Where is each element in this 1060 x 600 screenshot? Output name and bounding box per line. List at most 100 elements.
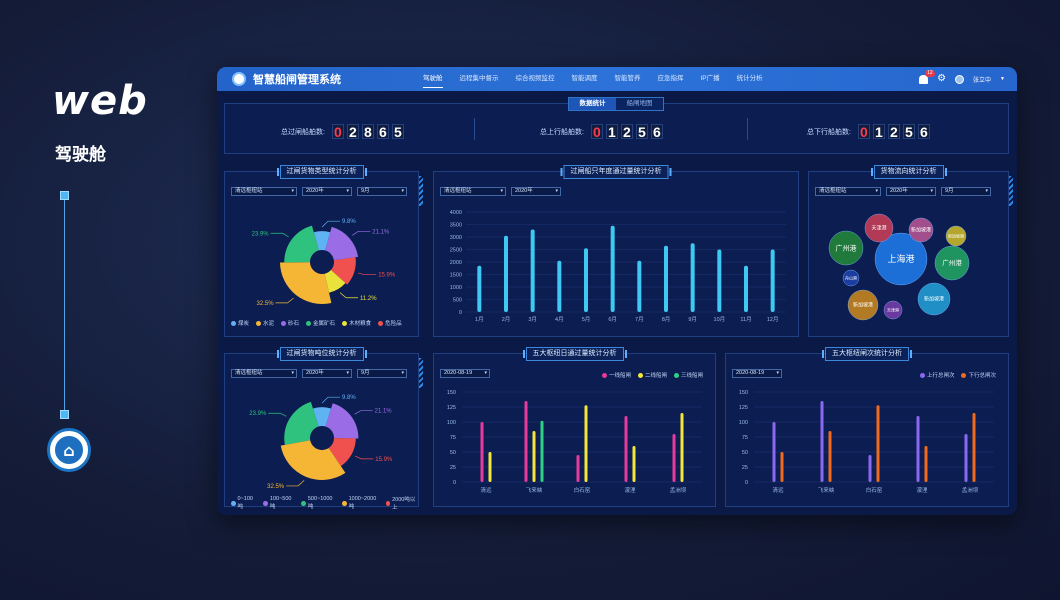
legend-item[interactable]: 上行总闸次 xyxy=(919,371,954,379)
chart-legend: 0~100吨 100~500吨 500~1000吨 1000~2000吨 2000吨以上 xyxy=(231,495,418,511)
chevron-down-icon[interactable]: ▼ xyxy=(1000,76,1005,82)
legend-label: 下行总闸次 xyxy=(968,373,996,379)
bar xyxy=(584,248,588,312)
flow-bubble[interactable] xyxy=(864,213,894,243)
legend-dot xyxy=(281,320,287,326)
tab-data-stats[interactable]: 数据统计 xyxy=(569,98,616,110)
legend-item[interactable]: 下行总闸次 xyxy=(961,371,996,379)
app-window: 智慧船闸管理系统 驾驶舱 远程集中督示 综合视频监控 智能调度 智能管养 应急指挥 IP广播… xyxy=(217,67,1017,515)
legend-dot xyxy=(231,500,236,506)
legend-item[interactable]: 水泥 xyxy=(256,319,274,327)
x-tick-label: 5月 xyxy=(582,316,591,323)
legend-item[interactable]: 2000吨以上 xyxy=(385,495,418,511)
nav-item-4[interactable]: 智能管养 xyxy=(614,75,641,82)
station-select[interactable]: 清远枢纽站 xyxy=(440,187,506,196)
bar xyxy=(632,446,636,482)
bar xyxy=(964,434,968,482)
nav-item-0[interactable]: 驾驶舱 xyxy=(423,67,443,91)
legend-item[interactable]: 1000~2000吨 xyxy=(342,496,379,510)
year-select[interactable]: 2020年 xyxy=(302,369,352,378)
year-select[interactable]: 2020年 xyxy=(886,187,936,196)
bell-icon[interactable]: 12 xyxy=(919,69,935,84)
legend-label: 木材粮食 xyxy=(349,321,372,327)
bar xyxy=(780,452,784,482)
panel-daily: 五大枢纽日通过量统计分析 2020-08-19 一线船闸 二线船闸 三线船闸 0 25… xyxy=(433,347,716,507)
nav-item-2[interactable]: 综合视频监控 xyxy=(515,75,555,82)
daily-bar-chart: 0 25 50 75 100 125 150 清远 飞来峡 白石窑 濛浬 孟洲坝 xyxy=(447,390,702,494)
label-leader xyxy=(321,220,340,228)
legend-item[interactable]: 二线船闸 xyxy=(637,371,667,379)
notification-badge: 12 xyxy=(925,69,935,77)
bar xyxy=(530,229,535,312)
nav-item-3[interactable]: 智能调度 xyxy=(571,75,598,82)
nav-item-6[interactable]: IP广播 xyxy=(700,75,720,82)
slice-label: 23.9% xyxy=(252,231,270,237)
legend-item[interactable]: 一线船闸 xyxy=(601,371,631,379)
panel-annual: 过闸船只年度通过量统计分析 清远枢纽站 2020年 0 500 1000 1500 20… xyxy=(433,165,799,337)
avatar[interactable] xyxy=(955,74,965,84)
stat-digit: 0 xyxy=(590,124,603,139)
legend-item[interactable]: 500~1000吨 xyxy=(301,496,335,510)
bar xyxy=(540,420,544,482)
station-select[interactable]: 清远枢纽站 xyxy=(231,187,297,196)
decor-line xyxy=(64,196,65,414)
year-select[interactable]: 2020年 xyxy=(302,187,352,196)
legend-item[interactable]: 100~500吨 xyxy=(263,496,294,510)
x-tick-label: 清远 xyxy=(480,486,492,494)
month-select[interactable]: 9月 xyxy=(357,187,407,196)
date-select[interactable]: 2020-08-19 xyxy=(732,369,782,378)
slice-label: 23.9% xyxy=(249,411,267,417)
bar xyxy=(744,265,748,312)
stat-digit: 0 xyxy=(331,124,344,139)
bubble-label: 上海港 xyxy=(887,253,914,264)
bar xyxy=(624,416,628,482)
nav-item-5[interactable]: 应急指挥 xyxy=(657,75,684,82)
label-leader xyxy=(270,232,289,238)
legend-item[interactable]: 三线船闸 xyxy=(673,371,703,379)
stat-total: 总过闸船舶数: 0 2 8 6 5 xyxy=(281,124,404,139)
legend-item[interactable]: 金属矿石 xyxy=(306,319,335,327)
tab-lock-map[interactable]: 船闸地图 xyxy=(626,100,653,107)
flow-bubble[interactable] xyxy=(847,289,879,321)
year-select[interactable]: 2020年 xyxy=(511,187,561,196)
month-select[interactable]: 9月 xyxy=(941,187,991,196)
flow-bubble[interactable] xyxy=(908,217,934,243)
rose-slice xyxy=(324,270,346,293)
legend-item[interactable]: 砂石 xyxy=(281,319,299,327)
date-select[interactable]: 2020-08-19 xyxy=(440,369,490,378)
flow-bubble[interactable] xyxy=(842,269,860,287)
bar xyxy=(876,405,880,482)
legend-item[interactable]: 木材粮食 xyxy=(342,319,371,327)
gear-icon[interactable]: ⚙ xyxy=(937,73,947,84)
station-select[interactable]: 清远枢纽站 xyxy=(815,187,881,196)
legend-label: 危险品 xyxy=(385,321,402,327)
y-tick-label: 50 xyxy=(742,450,748,456)
legend-dot xyxy=(601,372,607,378)
flow-bubble[interactable] xyxy=(934,245,970,281)
legend-dot xyxy=(306,320,312,326)
stat-down: 总下行船舶数: 0 1 2 5 6 xyxy=(807,124,930,139)
bubble-label: 新加坡港 xyxy=(948,232,964,238)
flow-bubble[interactable] xyxy=(945,225,967,247)
panel-flow: 货物流向统计分析 清远枢纽站 2020年 9月 上海港广州港天津港新加坡港广州港… xyxy=(808,165,1013,337)
month-select[interactable]: 9月 xyxy=(357,369,407,378)
station-select[interactable]: 清远枢纽站 xyxy=(231,369,297,378)
bar xyxy=(672,434,676,482)
x-tick-label: 孟洲坝 xyxy=(962,486,979,494)
legend-item[interactable]: 煤炭 xyxy=(231,319,249,327)
org-logo: ⌂ xyxy=(47,428,91,472)
legend-item[interactable]: 0~100吨 xyxy=(231,496,256,510)
nav-item-7[interactable]: 统计分析 xyxy=(736,75,763,82)
flow-bubble[interactable] xyxy=(917,282,951,316)
user-name[interactable]: 张立中 xyxy=(973,77,992,84)
app-logo-icon xyxy=(232,72,246,86)
nav-item-1[interactable]: 远程集中督示 xyxy=(459,75,499,82)
legend-label: 1000~2000吨 xyxy=(348,496,377,510)
label-leader xyxy=(354,410,373,415)
flow-bubble[interactable] xyxy=(874,232,928,286)
flow-bubble[interactable] xyxy=(828,230,864,266)
flow-bubble[interactable] xyxy=(883,300,903,320)
rose-slice xyxy=(325,403,359,439)
y-tick-label: 25 xyxy=(450,465,456,471)
legend-item[interactable]: 危险品 xyxy=(378,319,402,327)
